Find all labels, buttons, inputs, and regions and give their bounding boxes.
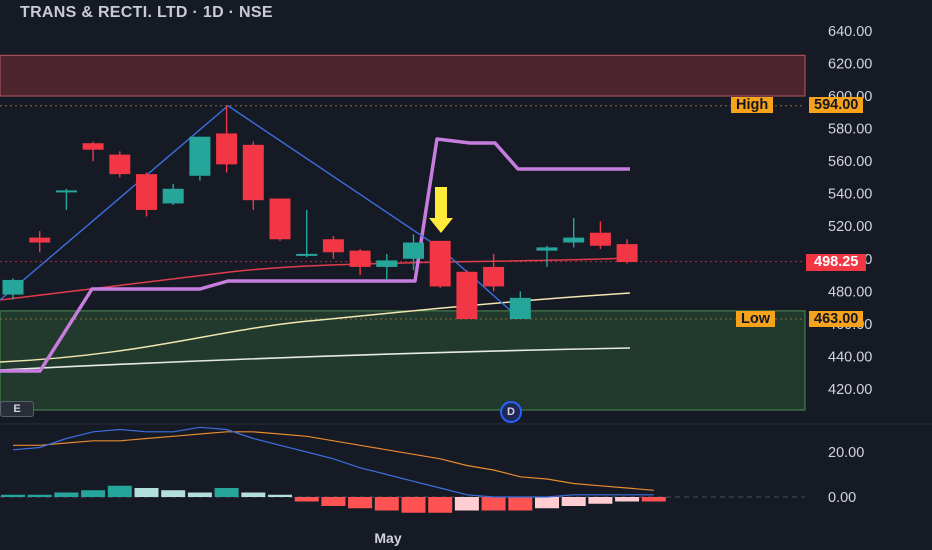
price-tick-label: 620.00 bbox=[828, 56, 872, 72]
histogram-bar bbox=[161, 490, 186, 497]
dividend-marker[interactable]: D bbox=[500, 401, 522, 423]
histogram-bar bbox=[615, 497, 640, 502]
candle-body bbox=[189, 136, 211, 176]
long-ma-line bbox=[0, 347, 631, 371]
histogram-bar bbox=[401, 497, 426, 513]
histogram-bar bbox=[321, 497, 346, 506]
histogram-bar bbox=[454, 497, 479, 511]
histogram-bar bbox=[561, 497, 586, 506]
histogram-bar bbox=[27, 494, 52, 497]
candle-body bbox=[509, 297, 531, 320]
histogram-bar bbox=[214, 488, 239, 497]
signal-line bbox=[13, 431, 654, 491]
earnings-marker[interactable]: E bbox=[0, 401, 34, 417]
low-tag-value: 463.00 bbox=[809, 311, 864, 327]
candle-body bbox=[162, 188, 184, 204]
high-tag-value: 594.00 bbox=[809, 97, 864, 113]
candle-body bbox=[456, 271, 478, 320]
x-tick-label: May bbox=[374, 530, 401, 546]
price-tick-label: 560.00 bbox=[828, 154, 872, 170]
candle-body bbox=[376, 260, 398, 267]
histogram-bar bbox=[508, 497, 533, 511]
supply-zone bbox=[0, 54, 806, 97]
candle-body bbox=[109, 154, 131, 175]
candle-body bbox=[29, 237, 51, 243]
histogram-bar bbox=[241, 492, 266, 497]
low-tag-label: Low bbox=[736, 311, 775, 327]
oscillator-tick-label: 20.00 bbox=[828, 445, 864, 461]
signal-arrow-icon bbox=[429, 187, 453, 233]
candle-body bbox=[242, 144, 264, 201]
trail-path-line bbox=[0, 137, 630, 373]
candle-body bbox=[82, 143, 104, 150]
histogram-bar bbox=[641, 497, 666, 502]
price-tick-label: 540.00 bbox=[828, 187, 872, 203]
last-price-tag: 498.25 bbox=[806, 254, 867, 271]
histogram-bar bbox=[187, 492, 212, 497]
short-ma-line bbox=[0, 257, 631, 301]
zigzag-line bbox=[0, 104, 521, 320]
price-tick-label: 640.00 bbox=[828, 24, 872, 40]
histogram-bar bbox=[374, 497, 399, 511]
candle-body bbox=[563, 237, 585, 243]
candle-body bbox=[483, 266, 505, 287]
histogram-bar bbox=[428, 497, 453, 513]
candle-body bbox=[616, 244, 638, 263]
histogram-bar bbox=[588, 497, 613, 504]
candle-body bbox=[269, 198, 291, 240]
oscillator-tick-label: 0.00 bbox=[828, 490, 856, 506]
histogram-bar bbox=[268, 494, 292, 497]
histogram-bar bbox=[1, 494, 25, 497]
histogram-bar bbox=[294, 497, 319, 502]
price-tick-label: 480.00 bbox=[828, 284, 872, 300]
high-tag-label: High bbox=[731, 97, 774, 113]
candle-body bbox=[55, 190, 77, 193]
candle-body bbox=[536, 247, 558, 251]
price-tick-label: 580.00 bbox=[828, 122, 872, 138]
candle-body bbox=[216, 133, 238, 165]
demand-zone bbox=[0, 310, 806, 411]
candle-body bbox=[322, 239, 344, 253]
candle-body bbox=[403, 242, 424, 259]
candle-body bbox=[2, 279, 24, 295]
histogram-bar bbox=[134, 488, 159, 497]
macd-line bbox=[12, 426, 654, 498]
candle-body bbox=[296, 253, 318, 256]
candle-body bbox=[589, 232, 611, 246]
candle-body bbox=[429, 240, 451, 287]
histogram-bar bbox=[481, 497, 506, 511]
histogram-bar bbox=[81, 490, 106, 497]
candle-body bbox=[136, 174, 157, 210]
price-tick-label: 420.00 bbox=[828, 382, 872, 398]
candle-body bbox=[349, 250, 371, 267]
price-tick-label: 520.00 bbox=[828, 219, 872, 235]
price-tick-label: 440.00 bbox=[828, 349, 872, 365]
histogram-bar bbox=[54, 492, 79, 497]
histogram-bar bbox=[535, 497, 559, 509]
histogram-bar bbox=[107, 485, 132, 497]
histogram-bar bbox=[348, 497, 373, 509]
chart-title: TRANS & RECTI. LTD · 1D · NSE bbox=[20, 4, 273, 21]
